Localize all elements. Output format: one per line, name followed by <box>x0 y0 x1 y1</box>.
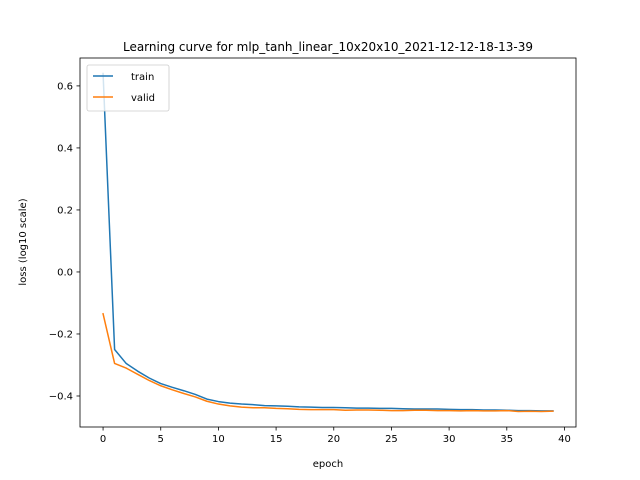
series-line-valid <box>102 312 554 413</box>
legend-box <box>86 64 170 112</box>
y-tick-label: −0.4 <box>49 391 73 402</box>
y-axis-label: loss (log10 scale) <box>18 198 29 285</box>
x-axis-ticks: 0 5 10 15 20 25 30 35 40 <box>100 427 571 445</box>
x-tick-label: 25 <box>385 434 398 445</box>
x-tick-label: 10 <box>212 434 225 445</box>
x-tick-label: 20 <box>327 434 340 445</box>
series-line-train <box>102 72 554 412</box>
y-tick-label: 0.0 <box>57 267 73 278</box>
x-tick-label: 5 <box>158 434 164 445</box>
x-tick-label: 35 <box>500 434 513 445</box>
y-axis-ticks: −0.4 −0.2 0.0 0.2 0.4 0.6 <box>49 81 80 402</box>
chart-title: Learning curve for mlp_tanh_linear_10x20… <box>123 40 533 54</box>
legend-label-train: train <box>131 72 154 83</box>
x-axis-label: epoch <box>313 459 343 470</box>
y-tick-label: 0.2 <box>57 205 73 216</box>
x-tick-label: 30 <box>443 434 456 445</box>
y-tick-label: 0.6 <box>57 81 73 92</box>
y-tick-label: −0.2 <box>49 329 73 340</box>
legend-label-valid: valid <box>131 93 155 104</box>
plot-lines <box>102 72 554 413</box>
x-tick-label: 0 <box>100 434 106 445</box>
legend: train valid <box>86 64 170 112</box>
plot-frame <box>79 57 577 428</box>
y-tick-label: 0.4 <box>57 143 73 154</box>
x-tick-label: 15 <box>270 434 283 445</box>
x-tick-label: 40 <box>558 434 571 445</box>
